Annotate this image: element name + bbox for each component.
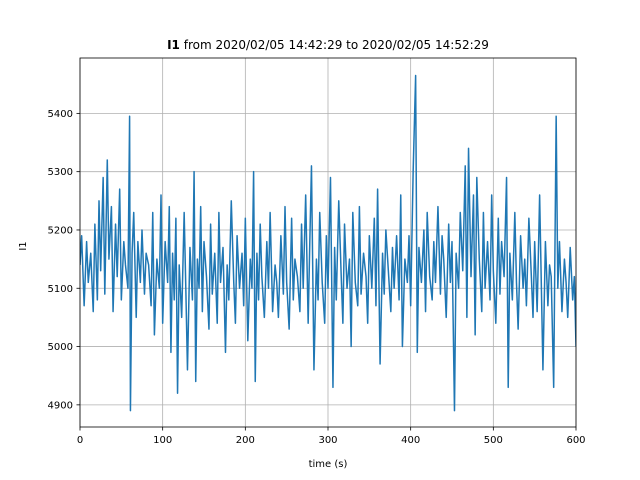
- y-tick-label: 5100: [48, 284, 73, 295]
- chart-title: I1 from 2020/02/05 14:42:29 to 2020/02/0…: [167, 38, 489, 52]
- y-axis-label: I1: [18, 241, 29, 250]
- series-layer: [80, 74, 576, 412]
- x-tick-label: 600: [566, 435, 585, 446]
- ticks: 0 100 200 300 400 500 600 4900 5000 5100 5200 5300 5…: [48, 109, 586, 446]
- x-tick-label: 0: [77, 435, 83, 446]
- y-tick-label: 5400: [48, 109, 73, 120]
- x-tick-label: 100: [153, 435, 172, 446]
- y-tick-label: 5000: [48, 342, 73, 353]
- chart-title-rest: from 2020/02/05 14:42:29 to 2020/02/05 1…: [180, 38, 489, 52]
- y-tick-label: 4900: [48, 400, 73, 411]
- x-tick-label: 200: [236, 435, 255, 446]
- y-tick-label: 5200: [48, 225, 73, 236]
- x-tick-label: 500: [484, 435, 503, 446]
- x-axis-label: time (s): [309, 459, 348, 470]
- chart-title-bold: I1: [167, 38, 180, 52]
- x-tick-label: 300: [318, 435, 337, 446]
- x-tick-label: 400: [401, 435, 420, 446]
- series-line: [80, 74, 576, 412]
- y-tick-label: 5300: [48, 167, 73, 178]
